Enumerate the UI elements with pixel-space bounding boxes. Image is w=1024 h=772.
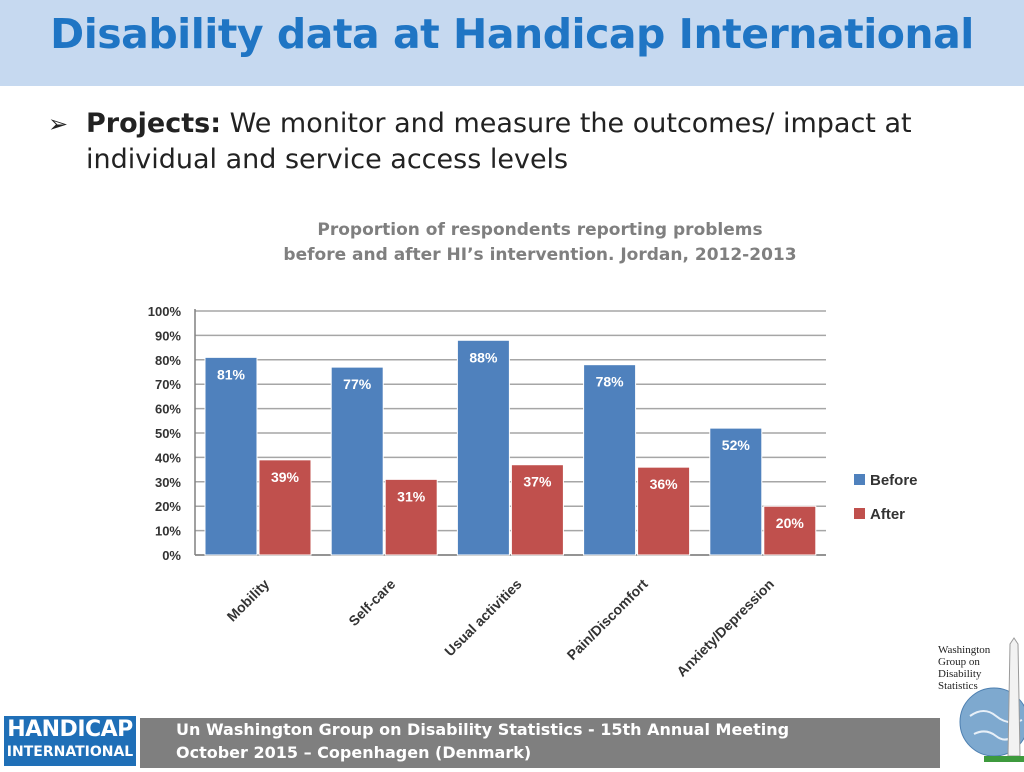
slide-title: Disability data at Handicap Internationa… <box>50 10 974 58</box>
hi-logo-line2: INTERNATIONAL <box>6 744 134 760</box>
footer-line1: Un Washington Group on Disability Statis… <box>176 720 790 739</box>
y-tick-label: 80% <box>155 353 181 368</box>
category-label: Mobility <box>224 576 273 625</box>
bar-before <box>330 366 384 556</box>
washington-group-logo: Washington Group on Disability Statistic… <box>934 636 1024 768</box>
data-label: 78% <box>596 374 625 390</box>
y-tick-label: 90% <box>155 328 181 343</box>
footer-line2: October 2015 – Copenhagen (Denmark) <box>176 743 532 762</box>
category-label: Self-care <box>345 576 398 629</box>
y-tick-label: 50% <box>155 426 181 441</box>
data-label: 77% <box>343 376 372 392</box>
bar-after <box>384 478 438 556</box>
bar-before <box>709 427 763 556</box>
legend-label: After <box>870 506 905 523</box>
bar-after <box>637 466 691 556</box>
y-tick-label: 40% <box>155 450 181 465</box>
y-tick-label: 10% <box>155 524 181 539</box>
legend-swatch <box>854 474 865 485</box>
bar-before <box>583 364 637 556</box>
y-tick-label: 60% <box>155 402 181 417</box>
footer-bar: Un Washington Group on Disability Statis… <box>140 718 940 768</box>
bullet-body: We monitor and measure the outcomes/ imp… <box>86 108 912 175</box>
bar-after <box>763 505 817 556</box>
data-label: 88% <box>469 349 498 365</box>
header-band <box>0 0 1024 86</box>
category-label: Anxiety/Depression <box>673 576 777 680</box>
bar-after <box>510 464 564 556</box>
hi-logo-line1: HANDICAP <box>7 717 133 742</box>
bullet-text: Projects: We monitor and measure the out… <box>86 106 946 178</box>
y-tick-label: 30% <box>155 475 181 490</box>
category-label: Usual activities <box>441 576 525 660</box>
handicap-international-logo: HANDICAP INTERNATIONAL <box>4 716 136 766</box>
data-label: 39% <box>271 469 300 485</box>
wg-logo-text: Washington Group on Disability Statistic… <box>938 644 991 692</box>
chart-title-line2: before and after HI’s intervention. Jord… <box>283 245 797 265</box>
y-tick-label: 0% <box>162 548 181 563</box>
bullet-lead: Projects: <box>86 108 221 139</box>
y-tick-label: 70% <box>155 377 181 392</box>
bar-after <box>258 459 312 556</box>
y-tick-label: 20% <box>155 499 181 514</box>
data-label: 31% <box>397 488 426 504</box>
y-tick-label: 100% <box>148 304 182 319</box>
data-label: 81% <box>217 366 246 382</box>
data-label: 36% <box>650 476 679 492</box>
bar-chart: 0% 10% 20% 30% 40% 50% 60% 70% 80% 90% 100% 81% 39% M… <box>148 304 918 680</box>
legend-label: Before <box>870 472 918 489</box>
data-label: 52% <box>722 437 751 453</box>
bar-before <box>204 356 258 556</box>
data-label: 37% <box>523 474 552 490</box>
globe-monument-icon <box>959 637 1024 762</box>
data-label: 20% <box>776 515 805 531</box>
legend-swatch <box>854 508 865 519</box>
category-label: Pain/Discomfort <box>564 576 651 663</box>
bar-before <box>456 339 510 556</box>
chart-title: Proportion of respondents reporting prob… <box>240 218 840 268</box>
arrow-bullet-icon: ➢ <box>48 110 69 138</box>
chart-title-line1: Proportion of respondents reporting prob… <box>317 220 763 240</box>
